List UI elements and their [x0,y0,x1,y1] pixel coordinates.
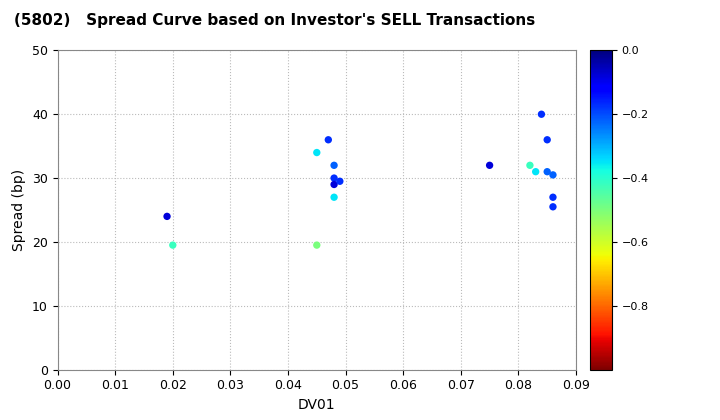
Point [311,242,323,249]
Point [547,194,559,201]
Point [328,175,340,181]
X-axis label: DV01: DV01 [298,398,336,412]
Point [328,181,340,188]
Point [530,168,541,175]
Point [541,136,553,143]
Point [161,213,173,220]
Point [311,149,323,156]
Point [484,162,495,169]
Y-axis label: Spread (bp): Spread (bp) [12,169,27,251]
Text: (5802)   Spread Curve based on Investor's SELL Transactions: (5802) Spread Curve based on Investor's … [14,13,536,28]
Point [536,111,547,118]
Point [547,203,559,210]
Point [167,242,179,249]
Point [547,171,559,178]
Point [328,162,340,169]
Point [328,194,340,201]
Point [524,162,536,169]
Point [541,168,553,175]
Point [334,178,346,185]
Point [323,136,334,143]
